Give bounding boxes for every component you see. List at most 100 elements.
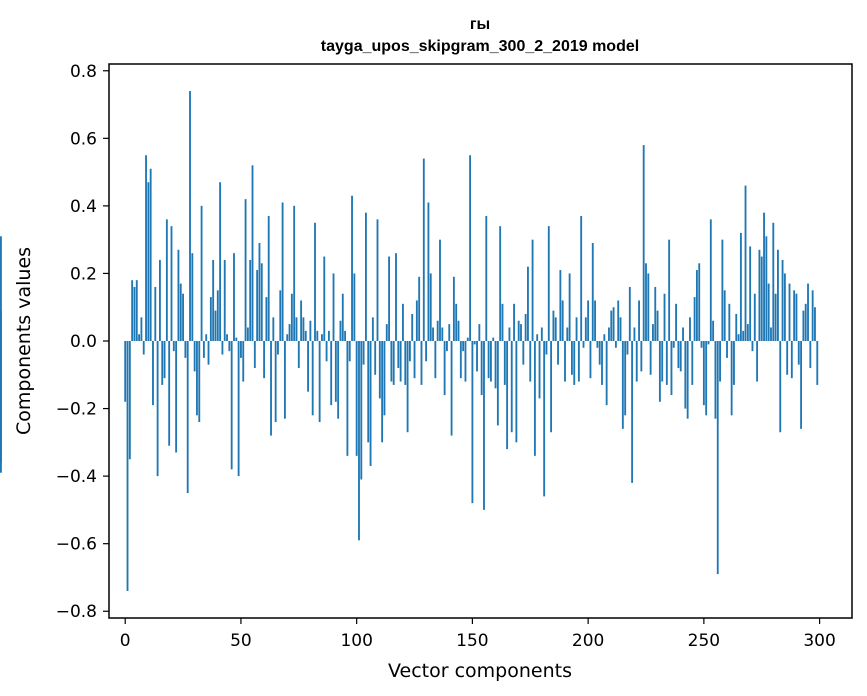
bar: [402, 303, 404, 341]
bar: [575, 317, 578, 341]
bar: [186, 341, 189, 494]
bar: [436, 320, 439, 341]
bar: [283, 341, 286, 419]
bar: [716, 341, 719, 575]
bar: [770, 327, 772, 341]
bar: [277, 341, 279, 355]
bar: [281, 202, 284, 341]
bar: [642, 145, 645, 341]
bar: [533, 341, 536, 456]
bar: [295, 317, 298, 341]
bar: [133, 286, 136, 341]
bar: [466, 337, 469, 341]
bar: [189, 91, 191, 342]
x-tick-label: 200: [572, 631, 604, 651]
bar: [152, 341, 154, 406]
bar: [566, 327, 569, 341]
bar: [309, 320, 312, 341]
x-tick-label: 250: [688, 631, 720, 651]
bar: [270, 341, 272, 436]
x-tick-label: 0: [120, 631, 131, 651]
bar: [772, 222, 775, 341]
bar: [369, 341, 372, 466]
y-axis-label: Components values: [13, 247, 35, 435]
bar: [311, 341, 314, 416]
bar: [240, 341, 242, 358]
bar: [221, 341, 224, 355]
bar: [596, 341, 599, 348]
bar: [179, 283, 182, 341]
bar: [545, 341, 548, 355]
bar: [594, 300, 596, 341]
bar: [591, 243, 594, 341]
bar: [568, 273, 571, 341]
bar: [351, 195, 353, 341]
bar: [726, 341, 728, 358]
bar: [172, 341, 175, 352]
bar: [552, 310, 555, 341]
bar: [614, 341, 617, 348]
bar: [251, 165, 254, 341]
bar: [658, 341, 661, 402]
bar: [510, 341, 513, 433]
bar: [765, 236, 768, 341]
bar: [145, 155, 147, 341]
bar: [170, 226, 173, 341]
bar: [751, 341, 754, 352]
bar: [513, 303, 515, 341]
bar: [670, 341, 673, 396]
bar: [811, 290, 814, 341]
bar: [487, 341, 490, 379]
bar: [399, 341, 402, 382]
bar: [589, 341, 592, 379]
y-tick-label: −0.6: [56, 535, 97, 555]
bar: [300, 300, 303, 341]
bar: [457, 320, 460, 341]
bar: [140, 317, 143, 341]
bar: [367, 341, 370, 443]
bar: [378, 341, 381, 399]
bar: [318, 341, 321, 423]
bar: [473, 341, 476, 345]
bar: [631, 341, 634, 483]
y-axis-ticks: −0.8 −0.6 −0.4 −0.2 0.0 0.2 0.4 0.6 0.8: [56, 62, 109, 622]
plot-area-frame: [108, 63, 853, 619]
bar: [767, 283, 770, 341]
bar: [781, 259, 784, 341]
bar: [496, 341, 499, 426]
bar: [337, 341, 340, 419]
bar: [381, 341, 384, 443]
bar: [608, 327, 610, 341]
bar: [422, 158, 425, 341]
bars-group: [0, 91, 819, 591]
bar: [668, 239, 671, 341]
bar: [154, 286, 157, 341]
bar: [353, 273, 356, 341]
bar: [244, 199, 247, 341]
bar: [719, 341, 721, 382]
bar: [202, 341, 205, 358]
bar: [332, 273, 335, 341]
bar: [272, 317, 275, 341]
x-axis-label: Vector components: [388, 660, 572, 682]
bar: [219, 182, 222, 341]
bar: [619, 317, 622, 341]
bar: [200, 205, 203, 341]
bar: [656, 310, 659, 341]
bar: [439, 239, 441, 341]
bar: [527, 266, 529, 341]
bar: [543, 341, 546, 497]
bar: [640, 341, 643, 372]
bar: [677, 341, 680, 369]
bar: [286, 334, 289, 341]
bar: [807, 283, 809, 341]
bar: [795, 293, 798, 341]
bar: [149, 168, 152, 341]
bar: [191, 253, 194, 341]
bar: [554, 317, 557, 341]
bar: [371, 317, 374, 341]
bar: [253, 341, 256, 369]
bar: [577, 341, 580, 382]
bar: [744, 185, 747, 341]
